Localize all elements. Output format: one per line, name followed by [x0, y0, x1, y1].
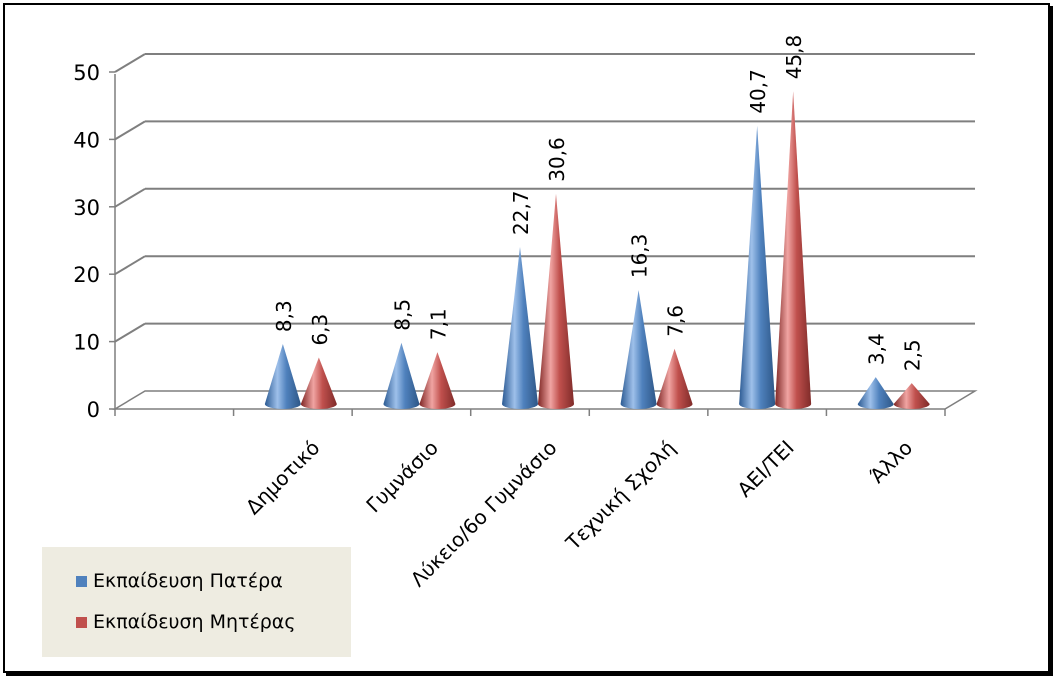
cone-bar: [857, 377, 894, 409]
cone-bar: [383, 342, 420, 409]
data-label: 7,6: [664, 305, 688, 337]
data-label: 30,6: [545, 137, 569, 182]
data-label: 40,7: [746, 69, 770, 114]
data-label: 45,8: [782, 35, 806, 80]
y-tick-label: 40: [73, 128, 100, 152]
cone-bar: [538, 193, 574, 409]
legend-swatch-father: [76, 575, 87, 587]
cone-bar: [656, 348, 693, 409]
category-label: Άλλο: [865, 436, 917, 488]
category-label: Γυμνάσιο: [361, 436, 443, 518]
data-label: 8,3: [272, 300, 296, 332]
y-tick-label: 0: [87, 398, 100, 422]
y-tick-label: 30: [73, 196, 100, 220]
gridline-diagonal: [114, 255, 146, 276]
cone-bar: [775, 91, 812, 410]
cone-bar: [264, 344, 301, 409]
legend-item-mother: Εκπαίδευση Μητέρας: [76, 607, 296, 637]
category-label: Δημοτικό: [241, 436, 325, 520]
cone-bar: [739, 125, 776, 409]
y-tick-label: 20: [73, 263, 100, 287]
cone-bar: [300, 357, 337, 409]
gridline-diagonal: [114, 322, 146, 343]
gridline-diagonal: [114, 120, 146, 141]
cone-bar: [419, 352, 456, 409]
legend-item-father: Εκπαίδευση Πατέρα: [76, 566, 283, 596]
data-label: 8,5: [390, 299, 414, 331]
cone-bar: [893, 383, 930, 409]
data-label: 2,5: [901, 339, 925, 371]
category-label: ΑΕΙ/ΤΕΙ: [732, 436, 798, 502]
category-label: Τεχνική Σχολή: [560, 436, 680, 556]
gridline-diagonal: [114, 53, 146, 73]
legend-label-father: Εκπαίδευση Πατέρα: [93, 570, 283, 592]
y-tick-label: 50: [73, 61, 100, 85]
data-label: 6,3: [308, 314, 332, 346]
data-label: 16,3: [628, 234, 652, 279]
data-label: 3,4: [865, 333, 889, 365]
cone-bar: [502, 247, 538, 409]
legend-label-mother: Εκπαίδευση Μητέρας: [93, 611, 296, 633]
legend: Εκπαίδευση Πατέρα Εκπαίδευση Μητέρας: [42, 547, 351, 657]
gridline-diagonal: [114, 187, 146, 208]
y-tick-label: 10: [73, 331, 100, 355]
data-label: 7,1: [426, 308, 450, 340]
data-label: 22,7: [509, 190, 533, 235]
legend-swatch-mother: [76, 616, 87, 628]
cone-bar: [620, 290, 657, 409]
